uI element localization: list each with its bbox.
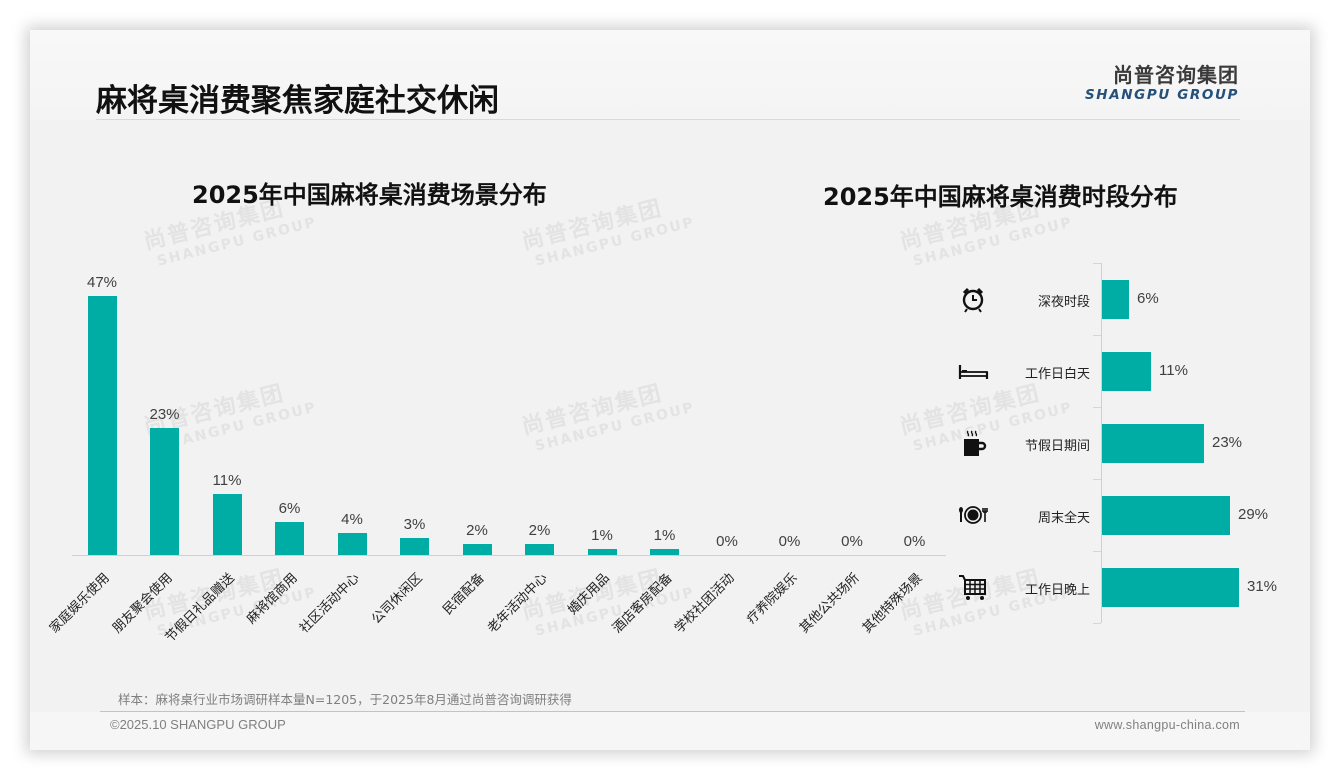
axis-tick xyxy=(1093,551,1101,552)
footer-band xyxy=(30,712,1310,750)
axis-tick xyxy=(1093,335,1101,336)
y-axis-category-label: 周末全天 xyxy=(1037,511,1090,526)
bar-value-label: 0% xyxy=(841,533,863,550)
bar-value-label: 1% xyxy=(591,527,613,544)
bar-value-label: 11% xyxy=(1159,362,1188,379)
bar-value-label: 47% xyxy=(86,274,118,291)
bar[interactable] xyxy=(1102,279,1129,319)
bar-value-label: 0% xyxy=(903,533,926,550)
alarm-clock-icon xyxy=(956,284,990,314)
bar-value-label: 23% xyxy=(149,406,180,423)
bar-value-label: 6% xyxy=(278,500,301,517)
logo-english: SHANGPU GROUP xyxy=(1084,87,1239,103)
bar[interactable] xyxy=(337,533,367,555)
header-band xyxy=(30,30,1310,120)
bar[interactable] xyxy=(650,549,679,555)
y-axis-category-label: 工作日白天 xyxy=(1024,367,1090,382)
plate-cutlery-icon xyxy=(956,500,990,530)
bar[interactable] xyxy=(1102,495,1230,535)
bed-icon xyxy=(956,356,990,386)
axis-tick xyxy=(1093,263,1101,264)
title-divider xyxy=(96,119,1240,120)
period-chart-title: 2025年中国麻将桌消费时段分布 xyxy=(823,183,1178,211)
y-axis-category-label: 深夜时段 xyxy=(1037,295,1090,310)
scene-chart-title: 2025年中国麻将桌消费场景分布 xyxy=(192,181,547,209)
bar-value-label: 6% xyxy=(1137,290,1159,307)
bar-value-label: 2% xyxy=(528,522,551,539)
bar[interactable] xyxy=(212,494,242,555)
y-axis-category-label: 节假日期间 xyxy=(1024,439,1090,454)
bar-value-label: 4% xyxy=(341,511,363,528)
bar[interactable] xyxy=(400,538,429,555)
brand-logo: 尚普咨询集团 SHANGPU GROUP xyxy=(1085,63,1239,103)
bar-value-label: 3% xyxy=(403,516,426,533)
footer-divider xyxy=(100,711,1245,712)
bar[interactable] xyxy=(1102,567,1239,607)
bar[interactable] xyxy=(87,296,117,555)
bar-value-label: 0% xyxy=(778,533,801,550)
coffee-cup-icon xyxy=(956,428,990,458)
copyright: ©2025.10 SHANGPU GROUP xyxy=(110,717,286,732)
bar-value-label: 0% xyxy=(716,533,738,550)
axis-tick xyxy=(1093,407,1101,408)
axis-tick xyxy=(1093,623,1101,624)
bar[interactable] xyxy=(1102,351,1151,391)
sample-note: 样本：麻将桌行业市场调研样本量N=1205，于2025年8月通过尚普咨询调研获得 xyxy=(118,692,572,707)
axis-tick xyxy=(1093,479,1101,480)
y-axis-line xyxy=(1101,263,1102,623)
logo-chinese: 尚普咨询集团 xyxy=(1113,63,1239,87)
bar[interactable] xyxy=(150,428,179,555)
bar[interactable] xyxy=(1102,423,1204,463)
bar[interactable] xyxy=(462,544,492,555)
slide: 尚普咨询集团 SHANGPU GROUP 尚普咨询集团 SHANGPU GROUP 尚普… xyxy=(30,30,1310,750)
y-axis-category-label: 工作日晚上 xyxy=(1024,583,1090,598)
bar[interactable] xyxy=(525,544,554,555)
bar-value-label: 23% xyxy=(1212,434,1243,451)
shopping-cart-icon xyxy=(956,572,990,602)
scene-bar-chart: 47% 家庭娱乐使用 23% 朋友聚会使用 11% 节假日礼品赠送 6% 麻将馆商用 4% 社区活… xyxy=(30,30,1310,750)
bar[interactable] xyxy=(275,522,304,555)
page-title: 麻将桌消费聚焦家庭社交休闲 xyxy=(96,83,499,119)
website-link[interactable]: www.shangpu-china.com xyxy=(1094,718,1240,732)
bar-value-label: 2% xyxy=(466,522,488,539)
bar-value-label: 31% xyxy=(1247,578,1278,595)
x-axis-baseline xyxy=(72,555,946,556)
bar[interactable] xyxy=(587,549,617,555)
bar-value-label: 11% xyxy=(212,472,242,489)
bar-value-label: 29% xyxy=(1238,506,1269,523)
bar-value-label: 1% xyxy=(653,527,676,544)
